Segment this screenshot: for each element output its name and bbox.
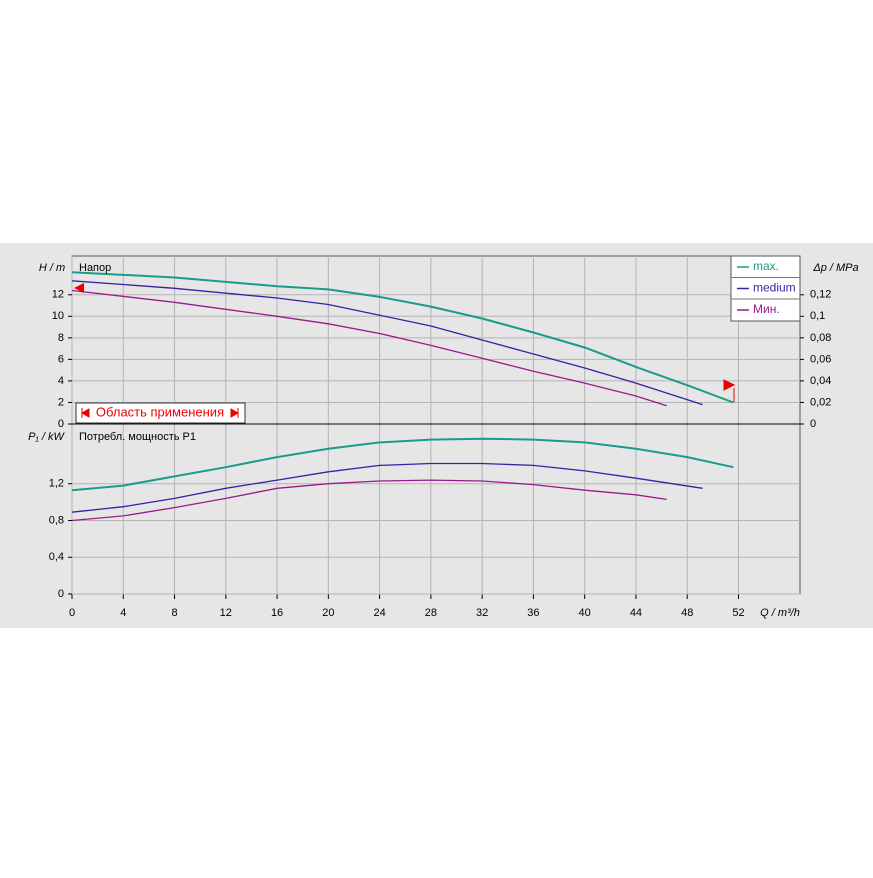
x-tick-label: 0: [69, 607, 75, 619]
curve: [71, 280, 703, 406]
y-tick-label: 0,8: [49, 514, 64, 526]
curve: [71, 437, 734, 492]
y-tick-label: 0,4: [49, 551, 64, 563]
curve: [71, 479, 667, 522]
annotation-box: [75, 402, 246, 424]
legend-label: medium: [753, 281, 796, 295]
y-axis-label: P₁ / kW: [28, 431, 65, 443]
x-tick-label: 36: [527, 607, 539, 619]
annotation: Область применения: [96, 404, 224, 419]
range-arrows: [80, 408, 240, 418]
x-tick-label: 4: [120, 607, 126, 619]
panel-title: Напор: [79, 262, 111, 274]
x-tick-label: 12: [220, 607, 232, 619]
y2-tick-label: 0,02: [810, 396, 831, 408]
y2-tick-label: 0,1: [810, 310, 825, 322]
y-tick-label: 8: [58, 332, 64, 344]
curve: [71, 289, 667, 407]
x-tick-label: 40: [579, 607, 591, 619]
curve: [71, 271, 734, 404]
legend-label: Мин.: [753, 302, 780, 316]
x-tick-label: 8: [171, 607, 177, 619]
y-axis-label: H / m: [39, 262, 65, 274]
x-tick-label: 52: [732, 607, 744, 619]
y2-tick-label: 0,06: [810, 353, 831, 365]
panel-title: Потребл. мощность P1: [79, 431, 196, 443]
y-tick-label: 12: [52, 289, 64, 301]
y2-tick-label: 0,12: [810, 289, 831, 301]
y-tick-label: 6: [58, 353, 64, 365]
x-tick-label: 20: [322, 607, 334, 619]
x-tick-label: 48: [681, 607, 693, 619]
grid: [68, 256, 804, 599]
y-tick-label: 0: [58, 588, 64, 600]
y-tick-label: 10: [52, 310, 64, 322]
curves: [71, 271, 734, 522]
y-tick-label: 1,2: [49, 478, 64, 490]
curve: [71, 462, 703, 513]
x-tick-label: 16: [271, 607, 283, 619]
x-axis-label: Q / m³/h: [760, 607, 800, 619]
x-tick-label: 24: [373, 607, 385, 619]
range-marker: [723, 379, 736, 402]
x-tick-label: 32: [476, 607, 488, 619]
x-tick-label: 28: [425, 607, 437, 619]
y-tick-label: 2: [58, 396, 64, 408]
y2-axis-label: Δp / MPa: [812, 262, 858, 274]
plot-frame: [71, 255, 801, 595]
range-marker: [74, 283, 84, 293]
y-tick-label: 4: [58, 375, 64, 387]
y2-tick-label: 0: [810, 418, 816, 430]
x-tick-label: 44: [630, 607, 642, 619]
legend: max. medium Мин.: [730, 255, 801, 322]
y2-tick-label: 0,08: [810, 332, 831, 344]
y2-tick-label: 0,04: [810, 375, 831, 387]
y-tick-label: 0: [58, 418, 64, 430]
legend-label: max.: [753, 259, 779, 273]
